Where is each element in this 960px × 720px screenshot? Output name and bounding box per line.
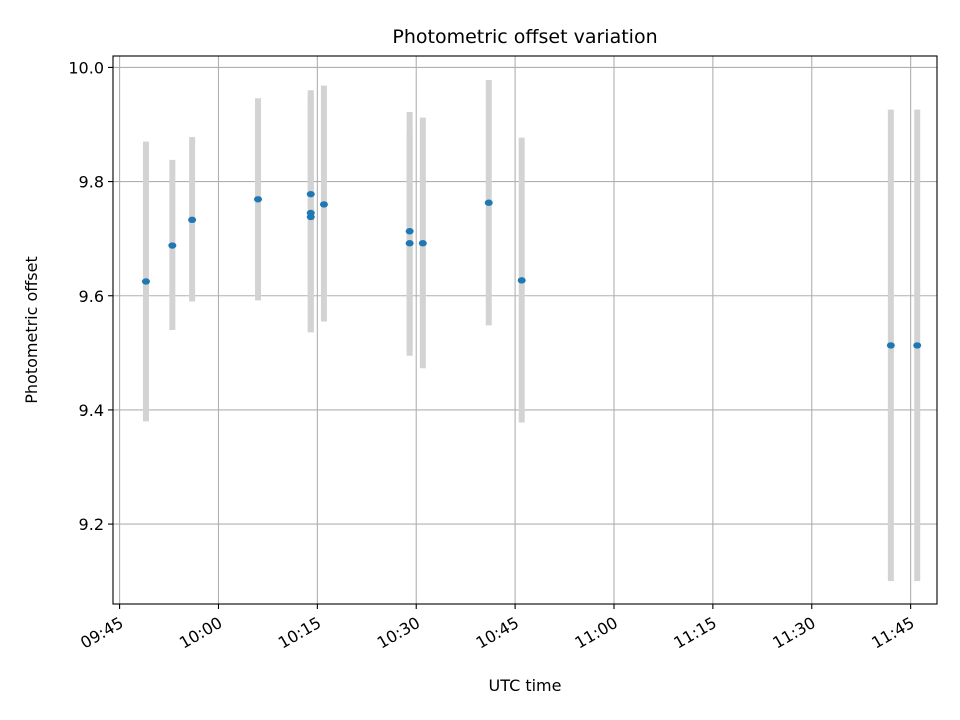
y-axis-title: Photometric offset [22,256,41,404]
x-axis-title: UTC time [489,676,562,695]
data-point [306,213,315,221]
data-point [405,240,414,247]
data-point [886,342,895,349]
data-point [168,242,177,249]
data-point [418,240,427,247]
data-points [141,190,922,349]
data-point [319,201,328,208]
data-point [517,277,526,284]
data-point [188,216,197,224]
y-tick-label: 9.6 [79,287,104,306]
data-point [254,196,263,203]
y-tick-label: 9.2 [79,515,104,534]
data-point [306,190,315,198]
grid [113,56,937,604]
y-axis-ticks: 9.2 9.4 9.6 9.8 10.0 [68,58,113,534]
data-point [484,199,493,206]
y-tick-label: 9.4 [79,401,104,420]
y-tick-label: 9.8 [79,173,104,192]
plot-frame [112,55,938,605]
y-tick-label: 10.0 [68,58,104,77]
data-point [405,228,414,235]
data-point [141,278,150,285]
chart-title: Photometric offset variation [392,26,657,48]
data-point [913,342,922,349]
